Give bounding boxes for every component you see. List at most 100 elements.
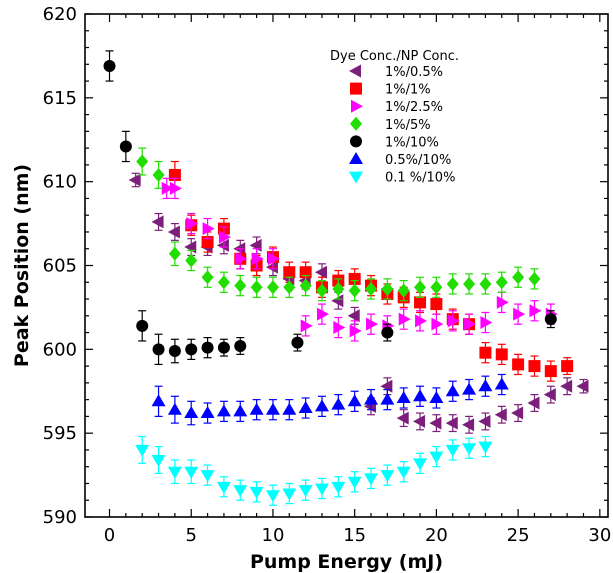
data-point [135,444,150,457]
data-point [235,252,248,266]
y-tick-label: 620 [43,4,77,25]
data-point [381,281,394,296]
data-point [396,411,409,425]
data-point [414,280,427,295]
data-point [184,240,197,254]
data-point [445,444,460,457]
series [103,50,557,366]
data-point [364,473,379,486]
x-tick-label: 5 [186,525,197,546]
data-point [414,296,427,309]
data-point [249,238,262,252]
data-point [119,140,132,153]
data-point [366,317,379,331]
data-point [282,488,297,501]
data-point [381,326,394,339]
data-point [267,252,280,266]
data-point [168,246,181,261]
data-point [397,283,410,298]
data-point [380,379,393,393]
legend-item-label: 1%/2.5% [385,100,443,115]
series [161,177,558,342]
data-point [349,324,362,338]
data-point [298,485,313,498]
data-point [167,466,182,479]
data-point [291,336,304,349]
legend-marker [351,99,363,113]
data-point [331,397,346,410]
data-point [234,339,247,352]
data-point [283,280,296,295]
data-point [429,451,444,464]
data-point [314,483,329,496]
data-point [169,181,182,195]
x-tick-label: 30 [588,525,611,546]
data-point [152,167,165,182]
data-point [462,382,477,395]
data-point [251,252,264,266]
legend-item-label: 0.5%/10% [385,153,451,168]
data-point [463,276,476,291]
data-point [529,304,542,318]
x-tick-label: 10 [262,525,285,546]
data-point [151,215,164,229]
data-point [495,275,508,290]
data-point [430,298,443,311]
data-point [200,470,215,483]
data-point [202,222,215,236]
data-point [331,294,344,308]
data-point [513,307,526,321]
data-point [316,307,329,321]
data-point [365,281,378,296]
data-point [167,225,180,239]
data-point [347,309,360,323]
data-point [543,388,556,402]
data-point [512,358,525,371]
data-point [528,271,541,286]
legend-item-label: 1%/5% [385,118,431,133]
legend-marker [350,82,362,95]
x-tick-label: 20 [425,525,448,546]
data-point [299,278,312,293]
data-point [282,402,297,415]
data-point [398,312,411,326]
data-point [136,319,149,332]
data-point [265,402,280,415]
legend-item-label: 1%/1% [385,83,431,98]
data-marks [103,50,589,506]
data-point [185,343,198,356]
legend-title: Dye Conc./NP Conc. [330,49,459,64]
y-axis-label: Peak Position (nm) [11,164,33,367]
series [136,147,541,302]
data-point [544,365,557,378]
legend-marker [349,64,361,78]
legend-marker [349,171,363,184]
data-point [217,275,230,290]
data-point [576,379,589,393]
data-point [184,406,199,419]
legend-marker [349,152,363,164]
data-point [249,402,264,415]
legend-item-label: 1%/0.5% [385,65,443,80]
data-point [161,181,174,195]
data-point [380,470,395,483]
legend: Dye Conc./NP Conc. 1%/0.5% 1%/1% 1%/2.5% 1%… [330,49,459,186]
data-point [462,418,475,432]
data-point [218,230,231,244]
data-point [494,377,509,390]
data-point [184,466,199,479]
legend-item-label: 0.1 %/10% [385,171,455,186]
data-point [314,399,329,412]
data-point [347,394,362,407]
data-point [186,217,199,231]
data-point [103,59,116,72]
data-point [415,314,428,328]
y-tick-label: 605 [43,256,77,277]
data-point [168,345,181,358]
data-point [445,416,458,430]
data-point [152,343,165,356]
data-point [561,360,574,373]
data-point [560,379,573,393]
data-point [333,321,346,335]
